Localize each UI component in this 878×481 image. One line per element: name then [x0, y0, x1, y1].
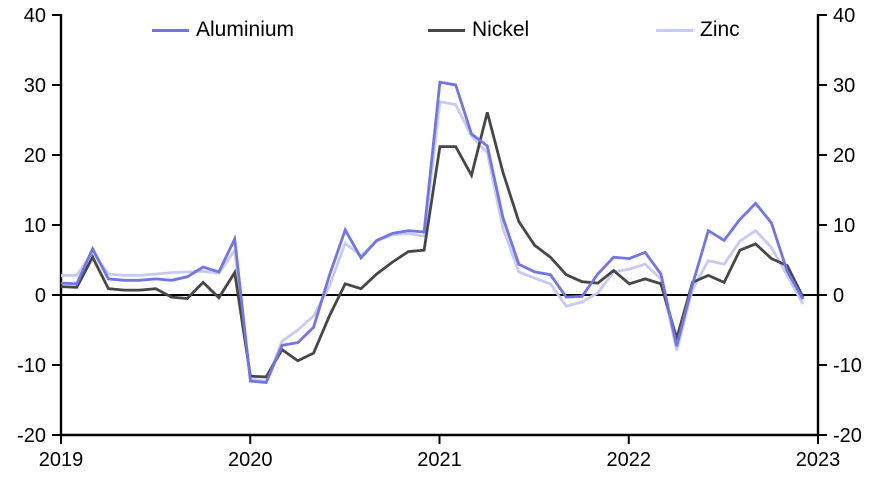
- x-tick-label: 2021: [417, 449, 462, 471]
- right-y-tick-label: 30: [833, 75, 855, 97]
- right-y-tick-label: -10: [833, 355, 862, 377]
- left-y-tick-label: 0: [35, 285, 46, 307]
- x-tick-label: 2022: [607, 449, 652, 471]
- aluminium-line: [60, 80, 805, 384]
- x-tick-label: 2020: [228, 449, 273, 471]
- left-y-tick-label: -20: [17, 425, 46, 447]
- nickel-line: [60, 111, 805, 379]
- right-y-tick-label: -20: [833, 425, 862, 447]
- zinc-line: [61, 100, 805, 383]
- right-y-tick-label: 40: [833, 5, 855, 27]
- right-y-tick-label: 0: [833, 285, 844, 307]
- x-tick-label: 2019: [39, 449, 84, 471]
- left-y-tick-label: 10: [24, 215, 46, 237]
- right-y-tick-label: 10: [833, 215, 855, 237]
- left-y-tick-label: -10: [17, 355, 46, 377]
- left-y-tick-label: 20: [24, 145, 46, 167]
- right-y-tick-label: 20: [833, 145, 855, 167]
- left-y-tick-label: 40: [24, 5, 46, 27]
- x-tick-label: 2023: [796, 449, 841, 471]
- left-y-tick-label: 30: [24, 75, 46, 97]
